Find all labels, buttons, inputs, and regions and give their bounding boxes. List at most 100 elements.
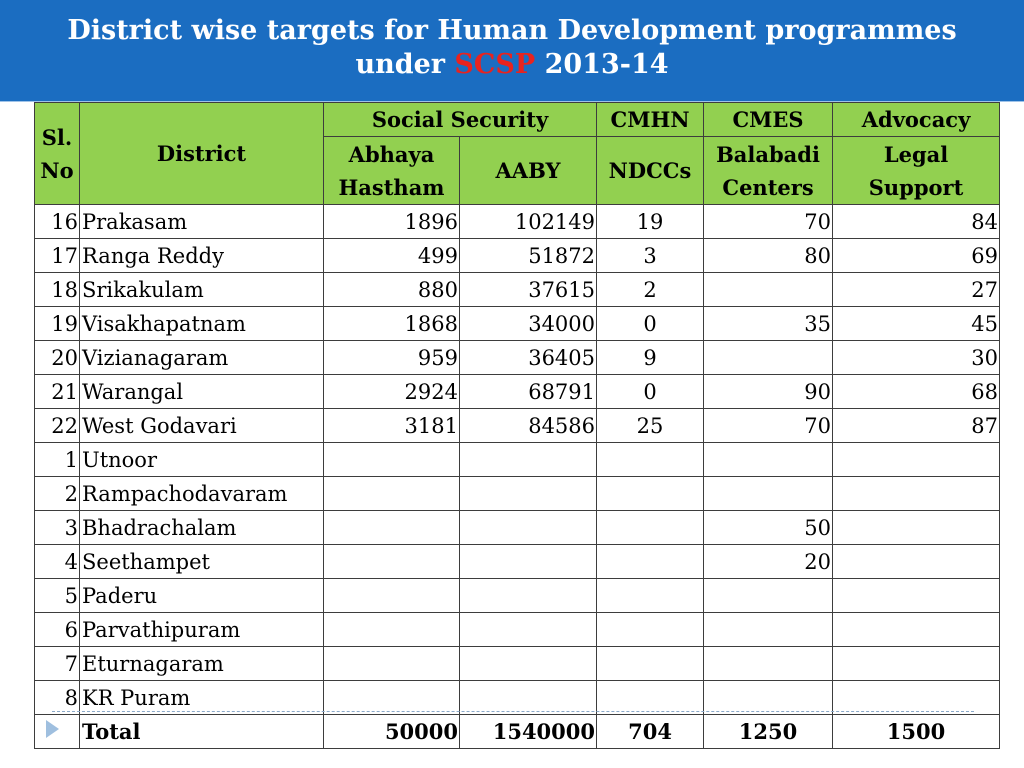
- cell-aaby: [458, 442, 598, 477]
- cell-district: Visakhapatnam: [79, 306, 324, 341]
- cell-sl-no: 1: [34, 442, 80, 477]
- cell-ndccs: [596, 544, 705, 579]
- cell-legal-support: [832, 544, 1001, 579]
- title-line-1: District wise targets for Human Developm…: [67, 15, 957, 46]
- cell-ndccs: 19: [596, 204, 705, 239]
- title-line-2-suffix: 2013-14: [535, 49, 669, 80]
- cell-balabadi-centers: [703, 340, 834, 375]
- cell-aaby: 51872: [458, 238, 598, 273]
- cell-abhaya-hastham: 1896: [323, 204, 460, 239]
- cell-balabadi-centers: 35: [703, 306, 834, 341]
- cell-balabadi-centers: 70: [703, 204, 834, 239]
- cell-ndccs: [596, 578, 705, 613]
- cell-sl-no: 6: [34, 612, 80, 647]
- cell-ndccs: [596, 646, 705, 681]
- cell-aaby: [458, 510, 598, 545]
- cell-balabadi-centers: 90: [703, 374, 834, 409]
- cell-aaby: 37615: [458, 272, 598, 307]
- cell-abhaya-hastham: 959: [323, 340, 460, 375]
- cell-abhaya-hastham: [323, 612, 460, 647]
- cell-abhaya-hastham: [323, 646, 460, 681]
- district-targets-table: Sl. No District Social Security CMHN CME…: [34, 102, 1001, 749]
- cell-sl-no: 22: [34, 408, 80, 443]
- cell-balabadi-centers: 50: [703, 510, 834, 545]
- cell-balabadi-centers: [703, 476, 834, 511]
- cell-ndccs: [596, 510, 705, 545]
- cell-ndccs: 0: [596, 306, 705, 341]
- cell-sl-no: 3: [34, 510, 80, 545]
- header-social-security: Social Security: [322, 102, 598, 137]
- cell-legal-support: 84: [832, 204, 1001, 239]
- cell-district: West Godavari: [79, 408, 324, 443]
- total-label: Total: [79, 714, 324, 749]
- cell-ndccs: [596, 442, 705, 477]
- table-row: 6 Parvathipuram: [34, 612, 1001, 647]
- cell-district: Eturnagaram: [79, 646, 324, 681]
- cell-legal-support: 87: [832, 408, 1001, 443]
- cell-legal-support: [832, 442, 1001, 477]
- cell-aaby: [458, 646, 598, 681]
- cell-district: Prakasam: [79, 204, 324, 239]
- cell-district: Vizianagaram: [79, 340, 324, 375]
- header-aaby: AABY: [458, 136, 598, 205]
- cell-sl-no: 2: [34, 476, 80, 511]
- cell-abhaya-hastham: [323, 544, 460, 579]
- cell-balabadi-centers: 70: [703, 408, 834, 443]
- cell-abhaya-hastham: 880: [323, 272, 460, 307]
- cell-abhaya-hastham: [323, 680, 460, 715]
- cell-aaby: 34000: [458, 306, 598, 341]
- cell-abhaya-hastham: [323, 476, 460, 511]
- cell-ndccs: 3: [596, 238, 705, 273]
- header-cmhn: CMHN: [596, 102, 705, 137]
- cell-balabadi-centers: [703, 578, 834, 613]
- cell-balabadi-centers: 20: [703, 544, 834, 579]
- cell-district: Warangal: [79, 374, 324, 409]
- cell-legal-support: 68: [832, 374, 1001, 409]
- cell-ndccs: [596, 476, 705, 511]
- cell-ndccs: [596, 680, 705, 715]
- header-legal-support: Legal Support: [832, 136, 1001, 205]
- cell-legal-support: [832, 680, 1001, 715]
- header-row-groups: Sl. No District Social Security CMHN CME…: [34, 102, 1001, 205]
- cell-sl-no: 7: [34, 646, 80, 681]
- table-body: 16 Prakasam 1896 102149 19 70 84 17 Ranga Reddy 4…: [34, 204, 1001, 715]
- cell-district: KR Puram: [79, 680, 324, 715]
- right-triangle-arrow-icon: [46, 720, 59, 738]
- cell-sl-no: 17: [34, 238, 80, 273]
- cell-district: Bhadrachalam: [79, 510, 324, 545]
- cell-abhaya-hastham: 499: [323, 238, 460, 273]
- cell-aaby: [458, 578, 598, 613]
- table-row: 18 Srikakulam 880 37615 2 27: [34, 272, 1001, 307]
- total-ndccs: 704: [596, 714, 705, 749]
- table-row: 3 Bhadrachalam 50: [34, 510, 1001, 545]
- cell-balabadi-centers: [703, 646, 834, 681]
- title-line-2: under SCSP 2013-14: [0, 48, 1024, 82]
- table-row: 20 Vizianagaram 959 36405 9 30: [34, 340, 1001, 375]
- cell-abhaya-hastham: [323, 578, 460, 613]
- cell-abhaya-hastham: [323, 442, 460, 477]
- table-row: 19 Visakhapatnam 1868 34000 0 35 45: [34, 306, 1001, 341]
- cell-abhaya-hastham: 1868: [323, 306, 460, 341]
- cell-sl-no: 8: [34, 680, 80, 715]
- cell-aaby: 102149: [458, 204, 598, 239]
- header-district: District: [79, 102, 324, 205]
- cell-ndccs: 0: [596, 374, 705, 409]
- total-row: Total 50000 1540000 704 1250 1500: [34, 714, 1001, 749]
- cell-balabadi-centers: [703, 272, 834, 307]
- cell-sl-no: 21: [34, 374, 80, 409]
- cell-sl-no: 16: [34, 204, 80, 239]
- title-scsp-highlight: SCSP: [454, 49, 536, 80]
- table-row: 1 Utnoor: [34, 442, 1001, 477]
- cell-balabadi-centers: [703, 612, 834, 647]
- table-row: 8 KR Puram: [34, 680, 1001, 715]
- header-cmes: CMES: [703, 102, 834, 137]
- header-advocacy: Advocacy: [832, 102, 1001, 137]
- cell-district: Srikakulam: [79, 272, 324, 307]
- total-balabadi: 1250: [703, 714, 834, 749]
- cell-balabadi-centers: 80: [703, 238, 834, 273]
- cell-aaby: 68791: [458, 374, 598, 409]
- table-row: 17 Ranga Reddy 499 51872 3 80 69: [34, 238, 1001, 273]
- table-row: 2 Rampachodavaram: [34, 476, 1001, 511]
- cell-balabadi-centers: [703, 680, 834, 715]
- table-row: 5 Paderu: [34, 578, 1001, 613]
